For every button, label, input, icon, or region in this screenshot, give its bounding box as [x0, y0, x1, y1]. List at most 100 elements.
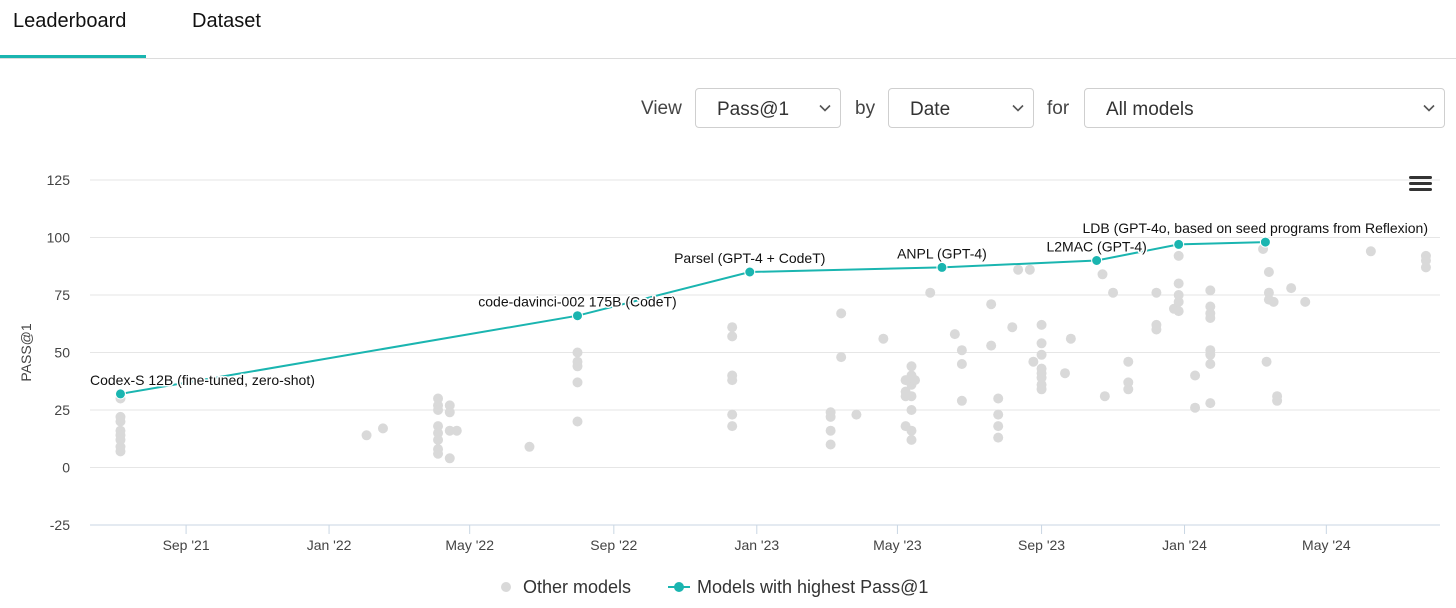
other-model-point[interactable]	[851, 409, 862, 420]
other-model-point[interactable]	[1173, 278, 1184, 289]
other-model-point[interactable]	[1036, 384, 1047, 395]
other-model-point[interactable]	[433, 434, 444, 445]
by-select[interactable]: Date	[888, 88, 1034, 128]
other-model-point[interactable]	[1065, 333, 1076, 344]
other-model-point[interactable]	[1060, 368, 1070, 379]
other-model-point[interactable]	[444, 425, 455, 436]
other-model-point[interactable]	[444, 453, 455, 464]
hamburger-menu-icon[interactable]	[1407, 175, 1433, 197]
other-model-point[interactable]	[993, 393, 1004, 404]
view-select[interactable]: Pass@1	[695, 88, 841, 128]
other-model-point[interactable]	[1190, 370, 1201, 381]
other-model-point[interactable]	[1123, 356, 1134, 367]
other-model-point[interactable]	[377, 423, 388, 434]
other-model-point[interactable]	[825, 425, 836, 436]
other-model-point[interactable]	[1173, 250, 1184, 261]
other-model-point[interactable]	[906, 391, 917, 402]
other-model-point[interactable]	[910, 375, 920, 386]
other-model-point[interactable]	[993, 421, 1004, 432]
other-model-point[interactable]	[825, 411, 836, 422]
other-model-point[interactable]	[1261, 356, 1272, 367]
other-model-point[interactable]	[956, 359, 967, 369]
other-model-point[interactable]	[1365, 246, 1376, 257]
other-model-point[interactable]	[1173, 306, 1184, 317]
other-model-point[interactable]	[1263, 267, 1274, 277]
other-model-point[interactable]	[1286, 283, 1297, 294]
other-model-point[interactable]	[1205, 301, 1216, 312]
other-model-point[interactable]	[1007, 322, 1018, 333]
other-model-point[interactable]	[1036, 319, 1047, 330]
other-model-point[interactable]	[986, 340, 997, 351]
legend-label-best[interactable]: Models with highest Pass@1	[697, 577, 928, 597]
other-model-point[interactable]	[451, 425, 462, 436]
best-model-point[interactable]	[114, 388, 126, 400]
other-model-point[interactable]	[1205, 313, 1216, 323]
other-model-point[interactable]	[836, 352, 847, 363]
other-model-point[interactable]	[1151, 324, 1162, 335]
other-model-point[interactable]	[1036, 338, 1047, 349]
other-model-point[interactable]	[925, 287, 936, 298]
other-model-point[interactable]	[433, 428, 444, 438]
other-model-point[interactable]	[727, 409, 738, 420]
for-select[interactable]: All models	[1084, 88, 1445, 128]
other-model-point[interactable]	[906, 405, 917, 415]
other-model-point[interactable]	[444, 407, 455, 418]
other-model-point[interactable]	[1190, 402, 1201, 413]
other-model-point[interactable]	[1097, 269, 1108, 280]
other-model-point[interactable]	[1300, 296, 1311, 307]
other-model-point[interactable]	[1123, 377, 1134, 388]
best-model-point[interactable]	[572, 310, 583, 322]
other-model-point[interactable]	[1263, 287, 1274, 298]
other-model-point[interactable]	[1205, 359, 1216, 369]
other-model-point[interactable]	[572, 416, 583, 427]
other-model-point[interactable]	[906, 425, 917, 436]
other-model-point[interactable]	[572, 347, 583, 358]
other-model-point[interactable]	[1420, 262, 1431, 273]
other-model-point[interactable]	[115, 434, 126, 445]
other-model-point[interactable]	[727, 322, 738, 333]
other-model-point[interactable]	[1099, 391, 1110, 402]
other-model-point[interactable]	[444, 400, 455, 411]
best-model-point[interactable]	[1091, 255, 1103, 266]
other-model-point[interactable]	[1028, 356, 1039, 367]
best-model-point[interactable]	[744, 266, 756, 278]
best-model-point[interactable]	[1173, 238, 1185, 250]
other-model-point[interactable]	[1036, 349, 1047, 360]
other-model-point[interactable]	[361, 430, 372, 441]
other-model-point[interactable]	[836, 308, 847, 319]
other-model-point[interactable]	[727, 375, 738, 386]
other-model-point[interactable]	[115, 416, 126, 427]
other-model-point[interactable]	[1173, 296, 1184, 307]
other-model-point[interactable]	[1420, 255, 1431, 266]
other-model-point[interactable]	[727, 421, 738, 432]
other-model-point[interactable]	[825, 439, 836, 450]
other-model-point[interactable]	[433, 393, 444, 404]
other-model-point[interactable]	[1272, 395, 1283, 406]
other-model-point[interactable]	[1036, 372, 1047, 383]
best-model-point[interactable]	[1259, 236, 1271, 248]
other-model-point[interactable]	[949, 329, 960, 340]
other-model-point[interactable]	[1173, 290, 1184, 300]
other-model-point[interactable]	[524, 441, 535, 452]
other-model-point[interactable]	[906, 361, 917, 372]
other-model-point[interactable]	[956, 395, 967, 406]
other-model-point[interactable]	[572, 377, 583, 388]
other-model-point[interactable]	[1151, 287, 1162, 298]
other-model-point[interactable]	[1013, 264, 1024, 275]
other-model-point[interactable]	[993, 409, 1004, 420]
other-model-point[interactable]	[727, 331, 738, 342]
other-model-point[interactable]	[433, 448, 444, 459]
other-model-point[interactable]	[433, 421, 444, 432]
other-model-point[interactable]	[115, 446, 126, 457]
other-model-point[interactable]	[1268, 296, 1279, 307]
other-model-point[interactable]	[1123, 384, 1134, 395]
other-model-point[interactable]	[878, 333, 889, 344]
other-model-point[interactable]	[1205, 349, 1216, 360]
best-model-point[interactable]	[936, 261, 948, 273]
other-model-point[interactable]	[986, 299, 997, 310]
tab-leaderboard[interactable]: Leaderboard	[13, 10, 127, 32]
other-model-point[interactable]	[572, 361, 583, 372]
legend-label-other[interactable]: Other models	[523, 577, 631, 597]
other-model-point[interactable]	[433, 405, 444, 415]
other-model-point[interactable]	[906, 434, 917, 445]
